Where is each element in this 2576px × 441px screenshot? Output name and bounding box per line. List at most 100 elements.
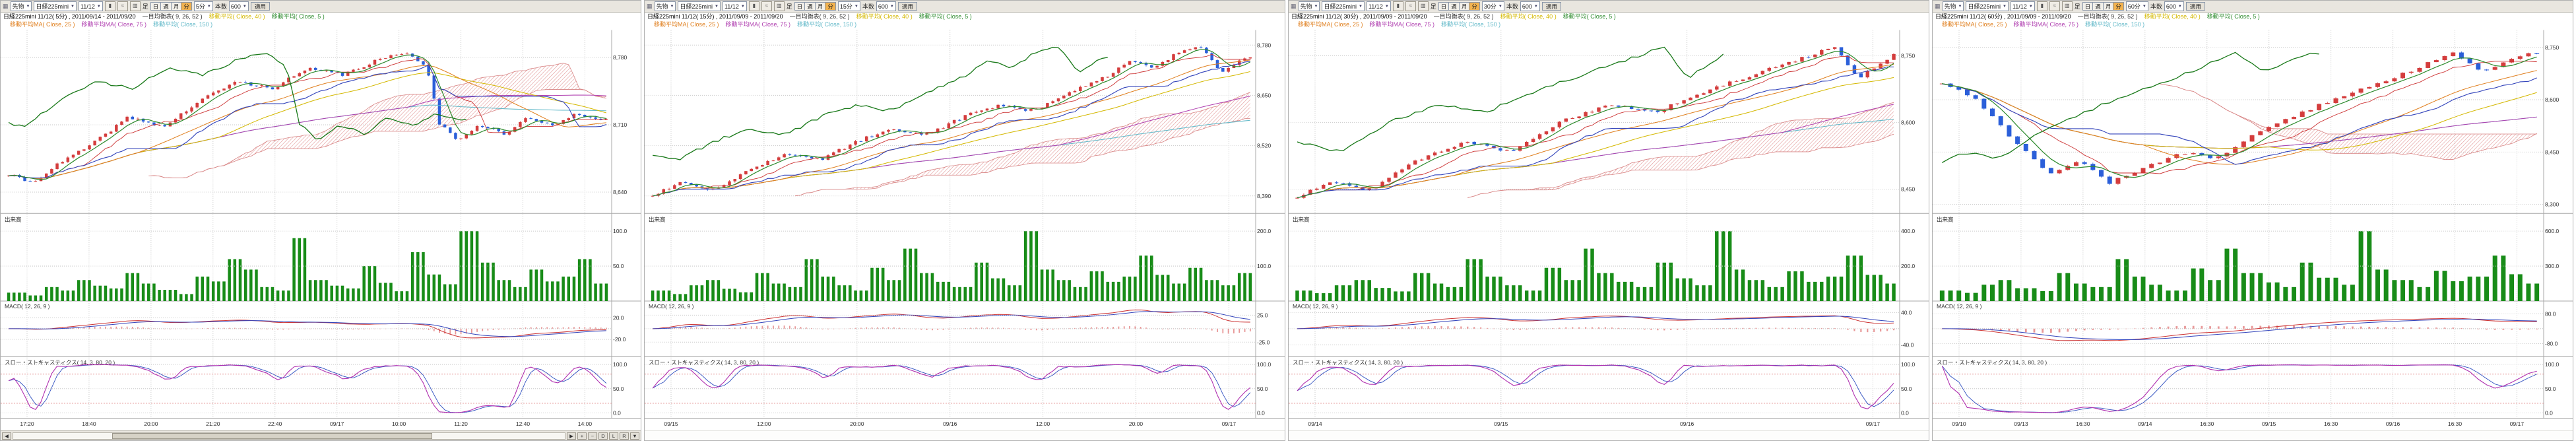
volume-section-label: 出来高 [649,215,666,222]
period-button-分[interactable]: 分 [181,2,192,11]
line-style-icon[interactable]: ≈ [117,1,128,11]
apply-button[interactable]: 適用 [250,2,270,11]
stoch-tick-label: 0.0 [1257,409,1265,416]
scroll-right-button[interactable]: ▶ [567,432,576,440]
bar-style-icon[interactable]: ▥ [129,1,141,11]
chart-window-2: ▦ 先物 ▼ 日経225mini ▼ 11/12 ▼ ▮ ≈ ▥ 足 日週月分 15分… [644,0,1285,441]
ma5-line [1942,56,2537,178]
stoch-k-line [1941,364,2537,413]
scrollbar-thumb[interactable] [112,432,433,439]
period-button-日[interactable]: 日 [2082,2,2094,11]
bar-style-icon[interactable]: ▥ [2061,1,2073,11]
bars-count-select[interactable]: 600 ▼ [1520,1,1540,11]
contract-value: 11/12 [1368,3,1383,10]
candlestick-style-icon[interactable]: ▮ [104,1,115,11]
chart-area[interactable]: 09/10 09/13 16:30 09/14 16:30 09/15 16:30 09/16… [1933,13,2573,430]
candlestick-style-icon[interactable]: ▮ [2036,1,2047,11]
chart-window-icon: ▦ [3,3,9,9]
interval-select[interactable]: 5分 ▼ [193,1,213,11]
candlestick-style-icon[interactable]: ▮ [748,1,759,11]
instrument-select[interactable]: 日経225mini ▼ [34,1,77,11]
chart-window-icon: ▦ [1291,3,1297,9]
category-select[interactable]: 先物 ▼ [10,1,32,11]
instrument-select[interactable]: 日経225mini ▼ [1966,1,2009,11]
x-axis-label: 09/17 [1866,421,1880,427]
category-select[interactable]: 先物 ▼ [654,1,676,11]
bars-count-select[interactable]: 600 ▼ [228,1,249,11]
senkou-a-line [1467,102,1894,198]
x-axis-label: 09/10 [1952,421,1966,427]
apply-button[interactable]: 適用 [2185,2,2205,11]
bars-count-select[interactable]: 600 ▼ [876,1,896,11]
chart-toolbar: ▦ 先物 ▼ 日経225mini ▼ 11/12 ▼ ▮ ≈ ▥ 足 日週月分 30分… [1289,1,1929,13]
category-select[interactable]: 先物 ▼ [1298,1,1320,11]
period-button-日[interactable]: 日 [794,2,806,11]
stoch-section-label: スロー・ストキャスティクス( 14, 3, 80, 20 ) [1293,359,1403,366]
chart-tool-button-6[interactable]: ▼ [630,432,639,440]
chevron-down-icon: ▼ [96,4,101,9]
chikou-line [1297,46,1724,152]
chart-area[interactable]: 17:20 18:40 20:00 21:20 22:40 09/17 10:00 11:20… [1,13,641,430]
price-tick-label: 8,600 [2545,96,2559,103]
x-axis-label: 17:20 [20,421,34,427]
category-value: 先物 [1300,3,1312,10]
period-button-分[interactable]: 分 [825,2,836,11]
bar-style-icon[interactable]: ▥ [1417,1,1429,11]
instrument-select[interactable]: 日経225mini ▼ [678,1,721,11]
period-button-月[interactable]: 月 [2103,2,2114,11]
macd-tick-label: -25.0 [1257,339,1270,345]
macd-section-label: MACD( 12, 26, 9 ) [1293,303,1338,310]
period-button-週[interactable]: 週 [1449,2,1460,11]
ashi-label: 足 [786,3,792,10]
x-axis-label: 22:40 [268,421,282,427]
period-button-週[interactable]: 週 [805,2,816,11]
chevron-down-icon: ▼ [1498,4,1502,9]
chart-tool-button-2[interactable]: − [588,432,597,440]
candlestick-style-icon[interactable]: ▮ [1392,1,1403,11]
period-button-日[interactable]: 日 [1438,2,1450,11]
contract-month-select[interactable]: 11/12 ▼ [2010,1,2035,11]
bars-count-select[interactable]: 600 ▼ [2164,1,2184,11]
instrument-select[interactable]: 日経225mini ▼ [1322,1,1365,11]
contract-month-select[interactable]: 11/12 ▼ [1366,1,1391,11]
ma5-line [9,54,607,180]
chikou-line [8,53,467,140]
line-style-icon[interactable]: ≈ [2049,1,2060,11]
period-button-分[interactable]: 分 [1469,2,1480,11]
chart-toolbar: ▦ 先物 ▼ 日経225mini ▼ 11/12 ▼ ▮ ≈ ▥ 足 日週月分 15分… [645,1,1285,13]
period-button-日[interactable]: 日 [150,2,162,11]
x-axis-label: 09/16 [943,421,957,427]
interval-select[interactable]: 15分 ▼ [837,1,860,11]
chart-tool-button-3[interactable]: D [598,432,608,440]
period-button-月[interactable]: 月 [171,2,182,11]
apply-button[interactable]: 適用 [897,2,917,11]
bars-count-label: 本数 [862,3,874,10]
period-button-週[interactable]: 週 [161,2,172,11]
chevron-down-icon: ▼ [1958,4,1962,9]
x-axis-label: 09/15 [1494,421,1508,427]
period-button-分[interactable]: 分 [2113,2,2124,11]
horizontal-scrollbar[interactable] [13,432,565,440]
interval-select[interactable]: 60分 ▼ [2125,1,2148,11]
category-select[interactable]: 先物 ▼ [1942,1,1964,11]
volume-tick-label: 200.0 [1257,228,1271,234]
line-style-icon[interactable]: ≈ [1405,1,1416,11]
chart-area[interactable]: 09/14 09/15 09/16 09/17 8,750 8,600 8,450 400.0… [1289,13,1929,430]
chart-area[interactable]: 09/15 12:00 20:00 09/16 12:00 20:00 09/17 8,780… [645,13,1285,430]
chart-tool-button-5[interactable]: R [620,432,629,440]
apply-button[interactable]: 適用 [1541,2,1561,11]
instrument-value: 日経225mini [36,3,69,10]
contract-month-select[interactable]: 11/12 ▼ [722,1,747,11]
period-button-月[interactable]: 月 [1459,2,1470,11]
period-button-週[interactable]: 週 [2093,2,2104,11]
senkou-b-line [1467,133,1894,198]
instrument-value: 日経225mini [680,3,713,10]
chart-tool-button-4[interactable]: L [609,432,618,440]
interval-select[interactable]: 30分 ▼ [1481,1,1504,11]
bar-style-icon[interactable]: ▥ [773,1,785,11]
chart-tool-button-1[interactable]: + [577,432,587,440]
scroll-left-button[interactable]: ◀ [2,432,11,440]
period-button-月[interactable]: 月 [815,2,826,11]
line-style-icon[interactable]: ≈ [761,1,772,11]
contract-month-select[interactable]: 11/12 ▼ [78,1,103,11]
